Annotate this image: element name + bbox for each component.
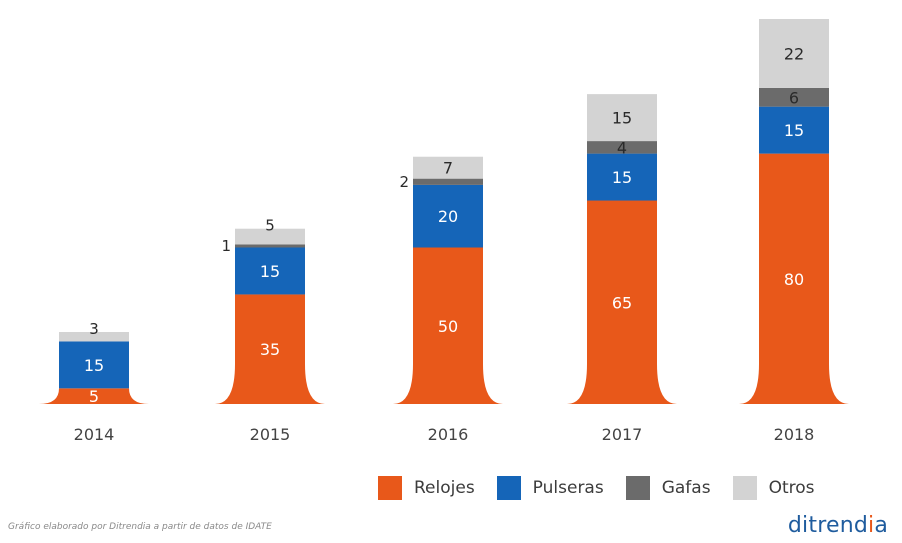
- legend-item-gafas: Gafas: [625, 476, 711, 500]
- bar-stack-2018: 80 15 6 22: [739, 19, 849, 404]
- bar-segment-otros-2015: [235, 228, 305, 245]
- bar-stack-2016: 50 20 2 7: [393, 156, 503, 404]
- legend-item-otros: Otros: [732, 476, 815, 500]
- legend-swatch-otros: [732, 476, 757, 500]
- bar-segment-otros-2014: [59, 332, 129, 342]
- data-label-relojes-2016: 50: [438, 317, 458, 336]
- data-label-pulseras-2014: 15: [84, 356, 104, 375]
- bar-stack-2017: 65 15 4 15: [567, 94, 677, 404]
- data-label-otros-2018: 22: [784, 44, 804, 63]
- x-tick-label-2015: 2015: [250, 425, 291, 444]
- bar-segment-pulseras-2017: [587, 153, 657, 201]
- bar-segment-pulseras-2018: [759, 106, 829, 154]
- data-label-gafas-2017: 4: [617, 138, 627, 157]
- bar-segment-pulseras-2015: [235, 247, 305, 295]
- bar-segment-gafas-2016: [413, 178, 483, 185]
- legend-swatch-gafas: [625, 476, 650, 500]
- data-label-otros-2016: 7: [443, 159, 453, 178]
- legend-label-gafas: Gafas: [661, 478, 711, 498]
- bar-segment-relojes-2015: [215, 294, 325, 404]
- data-label-pulseras-2017: 15: [612, 168, 632, 187]
- data-label-relojes-2018: 80: [784, 270, 804, 289]
- data-label-pulseras-2016: 20: [438, 207, 458, 226]
- bar-segment-pulseras-2016: [413, 184, 483, 248]
- source-note: Gráfico elaborado por Ditrendia a partir…: [8, 522, 272, 532]
- legend-item-pulseras: Pulseras: [496, 476, 604, 500]
- data-label-pulseras-2018: 15: [784, 121, 804, 140]
- bar-segment-gafas-2017: [587, 141, 657, 154]
- bar-segment-relojes-2018: [739, 153, 849, 404]
- bar-segment-relojes-2017: [567, 200, 677, 404]
- data-label-relojes-2015: 35: [260, 340, 280, 359]
- data-label-otros-2015: 5: [265, 217, 275, 235]
- data-label-pulseras-2015: 15: [260, 262, 280, 281]
- x-tick-label-2014: 2014: [74, 425, 115, 444]
- legend-label-pulseras: Pulseras: [532, 478, 604, 498]
- bar-segment-otros-2017: [587, 94, 657, 142]
- data-label-gafas-2018: 6: [789, 88, 799, 107]
- bar-segment-relojes-2016: [393, 247, 503, 404]
- legend-label-relojes: Relojes: [414, 478, 475, 498]
- legend-label-otros: Otros: [768, 478, 815, 498]
- data-label-gafas-2015: 1: [221, 237, 231, 255]
- brand-logo-accent: i: [868, 513, 875, 538]
- data-label-gafas-2016: 2: [399, 173, 409, 191]
- bar-segment-otros-2018: [759, 19, 829, 88]
- bar-segment-gafas-2015: [235, 244, 305, 248]
- bar-segment-pulseras-2014: [59, 341, 129, 389]
- bar-stack-2014: 5 15 3: [39, 320, 149, 406]
- data-label-relojes-2017: 65: [612, 293, 632, 312]
- brand-logo: ditrendia: [788, 513, 888, 538]
- bar-segment-otros-2016: [413, 156, 483, 179]
- data-label-relojes-2014: 5: [89, 387, 99, 406]
- x-tick-label-2016: 2016: [428, 425, 469, 444]
- bar-segment-gafas-2018: [759, 87, 829, 107]
- brand-logo-text: ditrend: [787, 513, 868, 538]
- x-tick-label-2017: 2017: [602, 425, 643, 444]
- chart-legend: Relojes Pulseras Gafas Otros: [378, 476, 836, 500]
- bar-segment-relojes-2014: [39, 388, 149, 404]
- legend-item-relojes: Relojes: [378, 476, 475, 500]
- legend-swatch-relojes: [378, 476, 402, 500]
- brand-logo-tail: a: [874, 513, 888, 538]
- data-label-otros-2014: 3: [89, 320, 99, 338]
- x-tick-label-2018: 2018: [774, 425, 815, 444]
- legend-swatch-pulseras: [496, 476, 521, 500]
- stacked-bar-chart: 5153201435151520155020272016651541520178…: [39, 19, 849, 444]
- data-label-otros-2017: 15: [612, 109, 632, 128]
